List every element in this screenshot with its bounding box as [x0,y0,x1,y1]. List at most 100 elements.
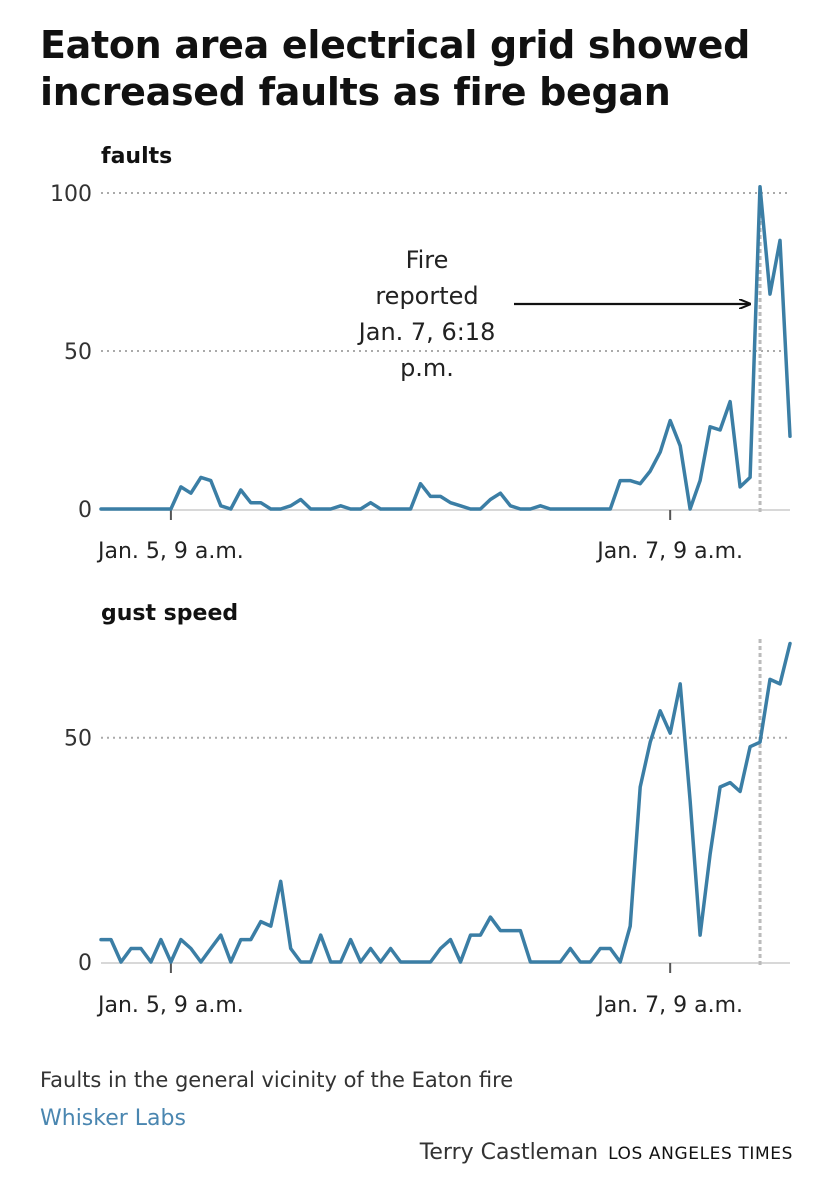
data-point [120,961,123,964]
data-point [589,961,592,964]
data-point [639,482,642,485]
data-point [120,508,123,511]
author-credit: Terry Castleman [419,1140,599,1165]
data-point [439,495,442,498]
data-point [559,508,562,511]
gust-speed-panel: gust speed 0 50 Jan. 5, 9 a.m. Jan. 7, 9 a.m… [64,601,792,1018]
data-point [759,185,762,188]
data-point [739,790,742,793]
data-point [629,925,632,928]
data-point [719,786,722,789]
data-point [139,508,142,511]
credit-line: Terry Castleman LOS ANGELES TIMES [420,1140,793,1165]
data-point [399,961,402,964]
data-point [130,508,133,511]
data-point [319,934,322,937]
annotation-line: reported [375,282,478,310]
data-point [100,508,103,511]
y-axis-label: gust speed [101,601,238,626]
data-point [509,504,512,507]
data-point [219,934,222,937]
data-point [579,508,582,511]
data-point [539,504,542,507]
data-point [469,934,472,937]
data-point [249,501,252,504]
data-point [659,451,662,454]
data-point [259,501,262,504]
data-point [749,745,752,748]
data-point [159,508,162,511]
data-point [359,961,362,964]
data-point [679,444,682,447]
data-point [279,880,282,883]
data-point [499,492,502,495]
data-point [379,508,382,511]
data-point [349,508,352,511]
data-point [599,947,602,950]
annotation-line: Jan. 7, 6:18 [357,318,496,346]
data-point [269,925,272,928]
data-point [549,508,552,511]
data-point [509,929,512,932]
data-point [569,947,572,950]
source-link[interactable]: Whisker Labs [40,1106,186,1131]
chart-note: Faults in the general vicinity of the Ea… [40,1068,514,1092]
data-point [389,508,392,511]
data-point [609,947,612,950]
data-point [149,961,152,964]
data-point [729,781,732,784]
chart-title: Eaton area electrical grid showed increa… [40,23,750,114]
data-point [329,961,332,964]
data-point [449,501,452,504]
data-point [299,961,302,964]
data-point [199,961,202,964]
y-axis-label: faults [101,144,172,169]
data-point [339,504,342,507]
fire-annotation: Fire reported Jan. 7, 6:18 p.m. [357,246,496,382]
data-point [539,961,542,964]
data-point [649,741,652,744]
data-point [419,482,422,485]
data-point [769,678,772,681]
data-point [429,961,432,964]
data-point [239,489,242,492]
data-point [359,508,362,511]
data-point [619,479,622,482]
data-point [519,929,522,932]
data-point [259,920,262,923]
annotation-line: Fire [406,246,449,274]
y-tick-label: 0 [78,498,92,523]
data-point [229,508,232,511]
annotation-line: p.m. [400,354,454,382]
series-line [99,184,792,511]
data-point [479,934,482,937]
data-point [110,938,113,941]
data-point [409,961,412,964]
data-point [679,682,682,685]
data-point [209,947,212,950]
data-point [459,961,462,964]
data-point [399,508,402,511]
data-point [279,508,282,511]
data-point [469,508,472,511]
data-point [409,508,412,511]
data-point [659,709,662,712]
data-point [329,508,332,511]
x-tick-label: Jan. 7, 9 a.m. [595,993,743,1018]
data-point [239,938,242,941]
data-point [219,504,222,507]
data-point [189,947,192,950]
data-point [459,504,462,507]
data-point [110,508,113,511]
data-point [269,508,272,511]
data-point [309,961,312,964]
data-point [699,479,702,482]
data-point [149,508,152,511]
data-point [739,485,742,488]
data-point [669,419,672,422]
data-point [779,682,782,685]
x-tick-label: Jan. 7, 9 a.m. [595,539,743,564]
data-point [369,501,372,504]
data-point [179,485,182,488]
